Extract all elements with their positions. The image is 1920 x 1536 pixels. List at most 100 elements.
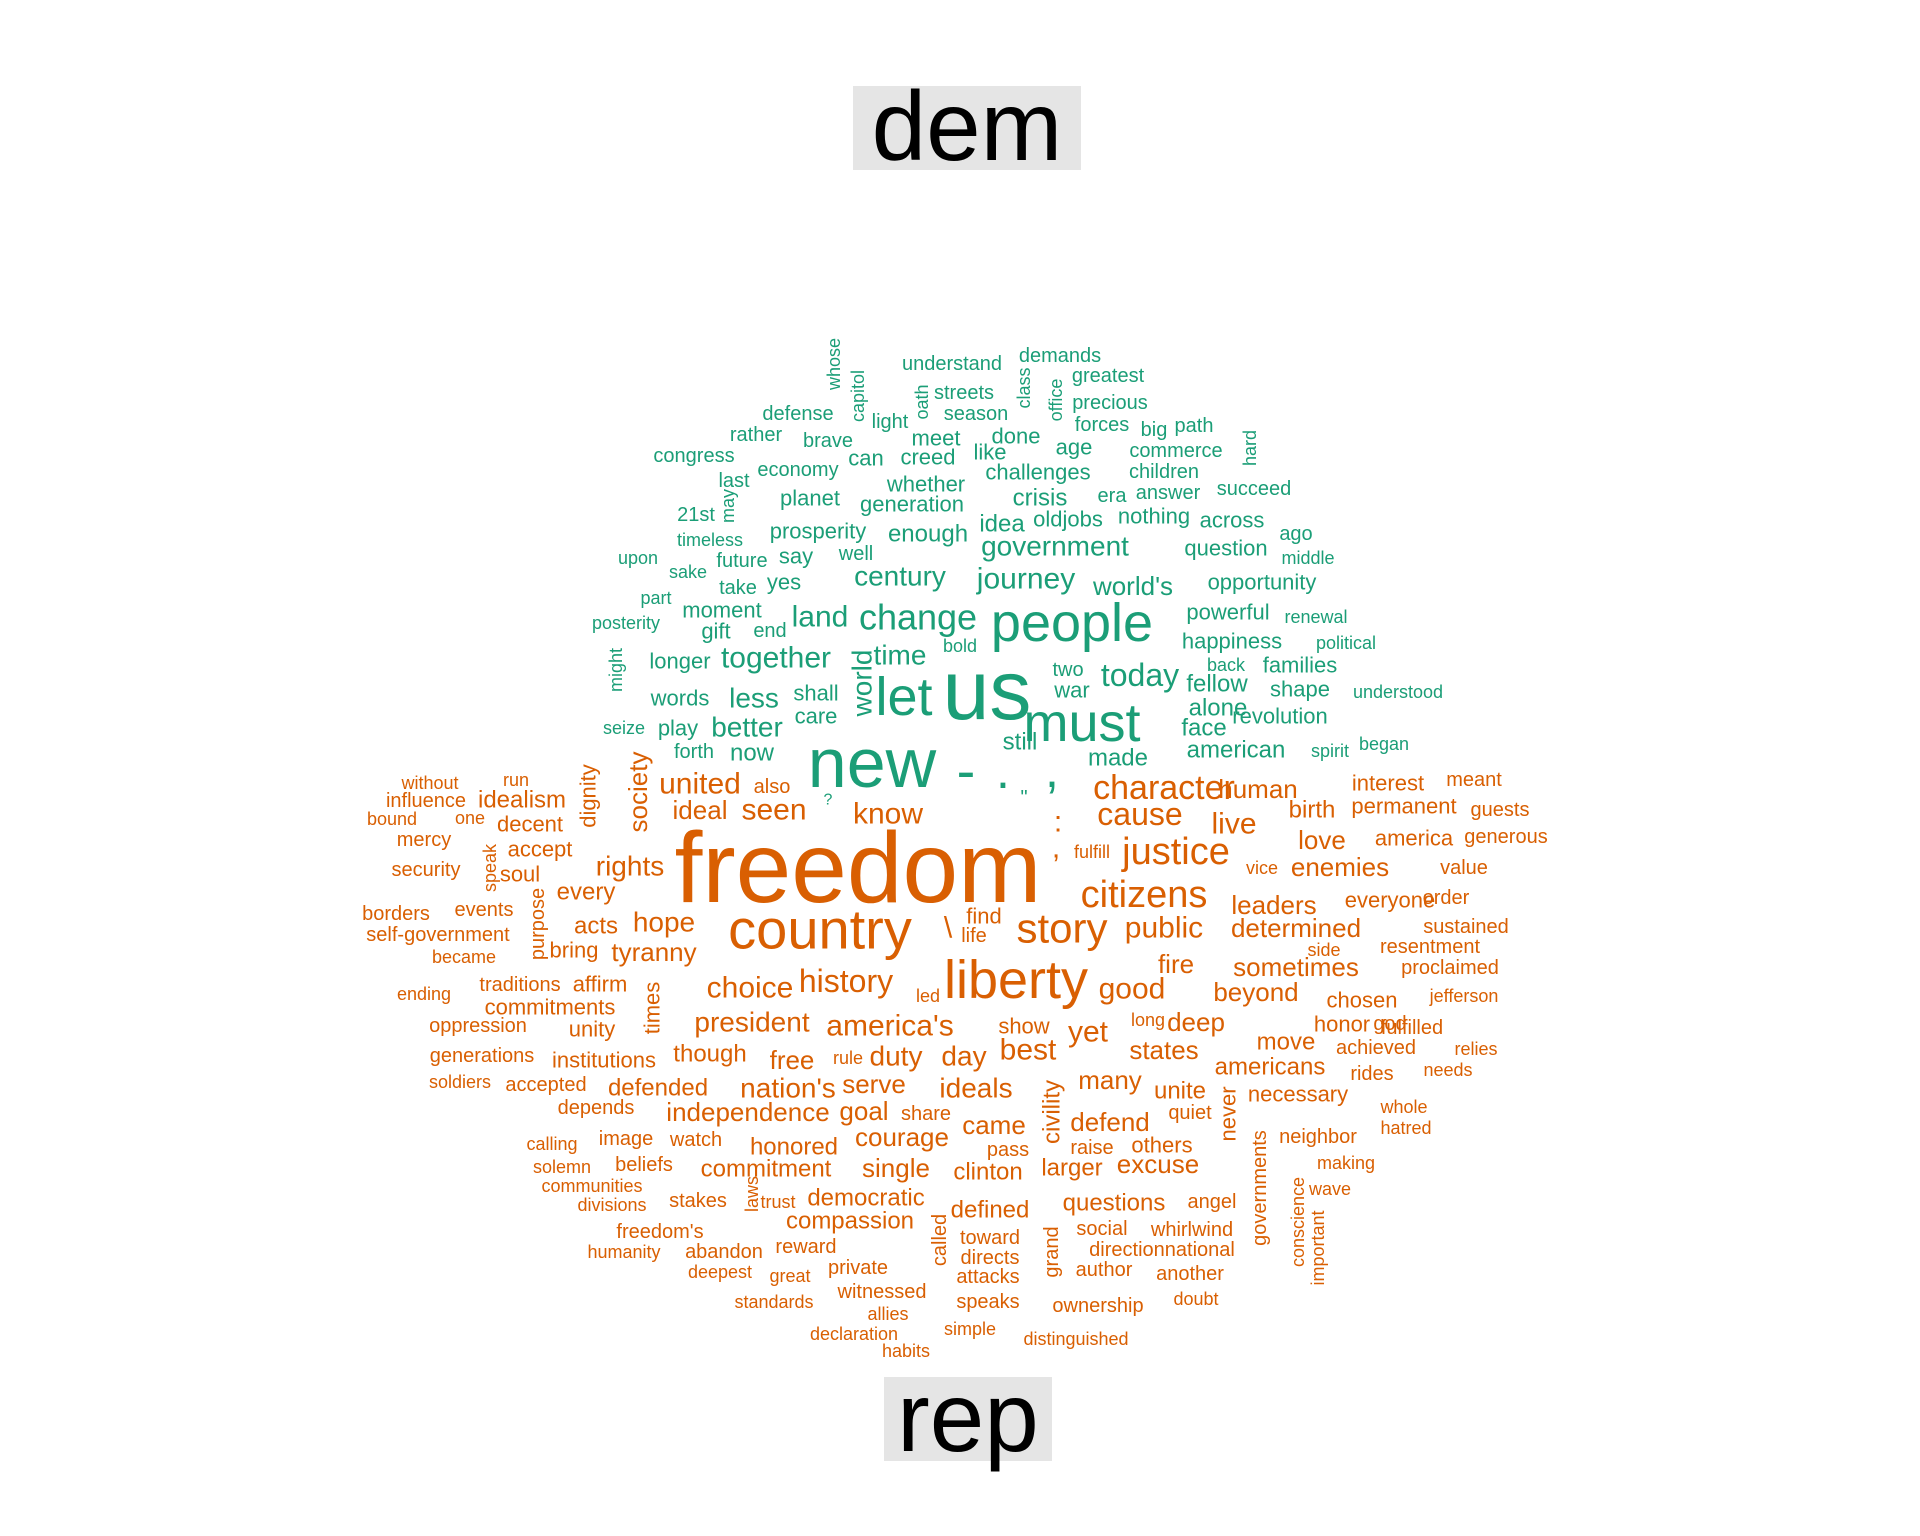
word-rep-270: america bbox=[1375, 826, 1454, 851]
word-rep-199: ending bbox=[397, 984, 451, 1004]
word-rep-158: defend bbox=[1070, 1107, 1150, 1137]
word-rep-172: defended bbox=[608, 1075, 708, 1102]
word-rep-278: neighbor bbox=[1279, 1126, 1357, 1148]
word-rep-115: story bbox=[1016, 905, 1107, 952]
word-rep-139: enemies bbox=[1291, 852, 1389, 882]
word-dem-106: capitol bbox=[848, 370, 868, 422]
word-dem-82: greatest bbox=[1072, 365, 1145, 387]
word-dem-5: . bbox=[996, 743, 1010, 799]
word-rep-135: live bbox=[1211, 808, 1256, 841]
word-rep-248: find bbox=[966, 904, 1001, 929]
word-dem-40: seize bbox=[603, 718, 645, 738]
word-dem-104: hard bbox=[1240, 430, 1260, 466]
word-dem-295: ? bbox=[824, 792, 833, 809]
word-rep-148: move bbox=[1257, 1029, 1316, 1056]
word-rep-188: one bbox=[455, 808, 485, 828]
word-rep-222: witnessed bbox=[837, 1281, 927, 1303]
word-rep-290: important bbox=[1308, 1210, 1328, 1285]
word-rep-235: another bbox=[1156, 1263, 1224, 1285]
word-rep-206: image bbox=[599, 1128, 653, 1150]
word-dem-76: commerce bbox=[1129, 440, 1222, 462]
word-rep-271: generous bbox=[1464, 826, 1547, 848]
word-rep-230: speaks bbox=[956, 1291, 1019, 1313]
word-rep-228: distinguished bbox=[1023, 1329, 1128, 1349]
word-rep-272: guests bbox=[1471, 799, 1530, 821]
word-rep-178: tyranny bbox=[611, 937, 696, 967]
word-rep-151: ideals bbox=[939, 1073, 1012, 1104]
word-dem-2: people bbox=[991, 593, 1153, 653]
word-rep-129: choice bbox=[707, 972, 794, 1005]
word-rep-251: fulfill bbox=[1074, 842, 1110, 862]
word-dem-8: change bbox=[859, 597, 977, 638]
word-rep-113: country bbox=[728, 898, 912, 961]
word-dem-52: idea bbox=[979, 511, 1025, 538]
word-rep-154: goal bbox=[839, 1096, 888, 1126]
word-rep-265: sustained bbox=[1423, 916, 1509, 938]
word-dem-28: question bbox=[1184, 536, 1267, 561]
word-rep-153: serve bbox=[842, 1069, 906, 1099]
word-dem-11: land bbox=[792, 601, 849, 634]
word-dem-81: precious bbox=[1072, 392, 1148, 414]
word-rep-195: borders bbox=[362, 903, 430, 925]
word-dem-108: class bbox=[1014, 367, 1034, 408]
word-rep-202: soldiers bbox=[429, 1072, 491, 1092]
word-rep-165: honored bbox=[750, 1134, 838, 1161]
word-rep-236: doubt bbox=[1173, 1289, 1218, 1309]
word-dem-33: still bbox=[1003, 729, 1038, 756]
word-dem-74: answer bbox=[1136, 482, 1201, 504]
word-rep-242: quiet bbox=[1168, 1102, 1212, 1124]
word-dem-1: new bbox=[808, 724, 937, 802]
word-dem-62: spirit bbox=[1311, 741, 1349, 761]
word-rep-145: states bbox=[1129, 1035, 1198, 1065]
word-rep-119: cause bbox=[1097, 796, 1182, 832]
word-dem-91: light bbox=[872, 411, 909, 433]
word-rep-132: day bbox=[941, 1041, 986, 1072]
word-rep-192: bound bbox=[367, 809, 417, 829]
word-rep-137: birth bbox=[1289, 797, 1336, 824]
word-dem-6: , bbox=[1045, 742, 1059, 798]
word-rep-133: yet bbox=[1068, 1016, 1109, 1049]
word-rep-174: unity bbox=[569, 1017, 615, 1042]
word-dem-79: path bbox=[1175, 415, 1214, 437]
word-dem-55: nothing bbox=[1118, 504, 1190, 529]
word-dem-41: words bbox=[650, 686, 710, 711]
word-rep-243: pass bbox=[987, 1139, 1029, 1161]
word-rep-263: resentment bbox=[1380, 936, 1480, 958]
word-dem-88: like bbox=[973, 440, 1006, 465]
word-rep-189: run bbox=[503, 770, 529, 790]
word-rep-237: directionnational bbox=[1089, 1239, 1235, 1261]
word-dem-87: done bbox=[992, 424, 1041, 449]
word-rep-291: laws bbox=[742, 1176, 762, 1212]
word-rep-171: though bbox=[673, 1041, 746, 1068]
word-rep-167: compassion bbox=[786, 1208, 914, 1235]
word-dem-15: century bbox=[854, 561, 946, 592]
word-rep-267: order bbox=[1423, 887, 1470, 909]
word-rep-114: liberty bbox=[944, 950, 1088, 1010]
group-label-rep: rep bbox=[884, 1368, 1052, 1466]
word-rep-156: courage bbox=[855, 1122, 949, 1152]
word-dem-43: moment bbox=[682, 598, 761, 623]
word-dem-92: brave bbox=[803, 430, 853, 452]
word-rep-138: love bbox=[1298, 825, 1346, 855]
word-rep-152: nation's bbox=[740, 1073, 836, 1104]
word-dem-50: well bbox=[838, 543, 873, 565]
word-dem-26: powerful bbox=[1186, 600, 1269, 625]
word-rep-218: humanity bbox=[587, 1242, 660, 1262]
word-dem-23: alone bbox=[1189, 695, 1248, 722]
word-rep-287: never bbox=[1216, 1086, 1241, 1141]
word-rep-240: angel bbox=[1188, 1191, 1237, 1213]
word-rep-207: watch bbox=[669, 1129, 722, 1151]
word-rep-185: accept bbox=[508, 837, 573, 862]
word-rep-260: relies bbox=[1454, 1039, 1497, 1059]
word-dem-16: government bbox=[981, 531, 1129, 562]
word-dem-102: part bbox=[640, 588, 671, 608]
word-rep-277: hatred bbox=[1380, 1118, 1431, 1138]
word-rep-170: free bbox=[770, 1045, 815, 1075]
word-dem-67: generation bbox=[860, 492, 964, 517]
word-rep-289: conscience bbox=[1288, 1177, 1308, 1267]
word-rep-280: wave bbox=[1308, 1179, 1351, 1199]
word-dem-38: play bbox=[658, 716, 698, 741]
word-rep-246: rule bbox=[833, 1048, 863, 1068]
word-rep-163: single bbox=[862, 1153, 930, 1183]
word-dem-10: journey bbox=[976, 563, 1075, 596]
